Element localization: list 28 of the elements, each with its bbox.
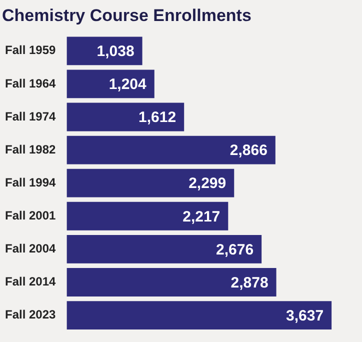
bar: [66, 70, 154, 98]
y-tick-label: Fall 2014: [5, 274, 56, 289]
bar: [66, 102, 184, 132]
data-label: 2,878: [230, 274, 268, 292]
data-label: 3,637: [286, 307, 324, 324]
data-label: 1,612: [138, 109, 176, 126]
bar: [66, 168, 234, 198]
y-tick-label: Fall 1964: [5, 76, 56, 90]
bar: [66, 234, 262, 264]
y-tick-label: Fall 1994: [5, 175, 56, 190]
bar: [66, 268, 276, 296]
data-label: 1,204: [108, 76, 148, 94]
y-tick-label: Fall 1982: [5, 142, 56, 156]
chart-title: Chemistry Course Enrollments: [2, 6, 252, 25]
bar: [66, 36, 142, 66]
data-label: 2,676: [216, 241, 254, 258]
y-tick-label: Fall 1974: [5, 109, 56, 124]
data-label: 1,038: [96, 43, 134, 60]
y-tick-label: Fall 2001: [5, 208, 56, 222]
data-label: 2,217: [182, 208, 220, 226]
data-label: 2,866: [230, 142, 268, 160]
y-tick-label: Fall 1959: [5, 43, 56, 58]
data-label: 2,299: [188, 175, 226, 192]
bar: [66, 202, 228, 230]
y-tick-label: Fall 2004: [5, 242, 56, 256]
bar: [66, 301, 332, 330]
bar: [66, 136, 276, 164]
y-tick-label: Fall 2023: [5, 308, 56, 322]
